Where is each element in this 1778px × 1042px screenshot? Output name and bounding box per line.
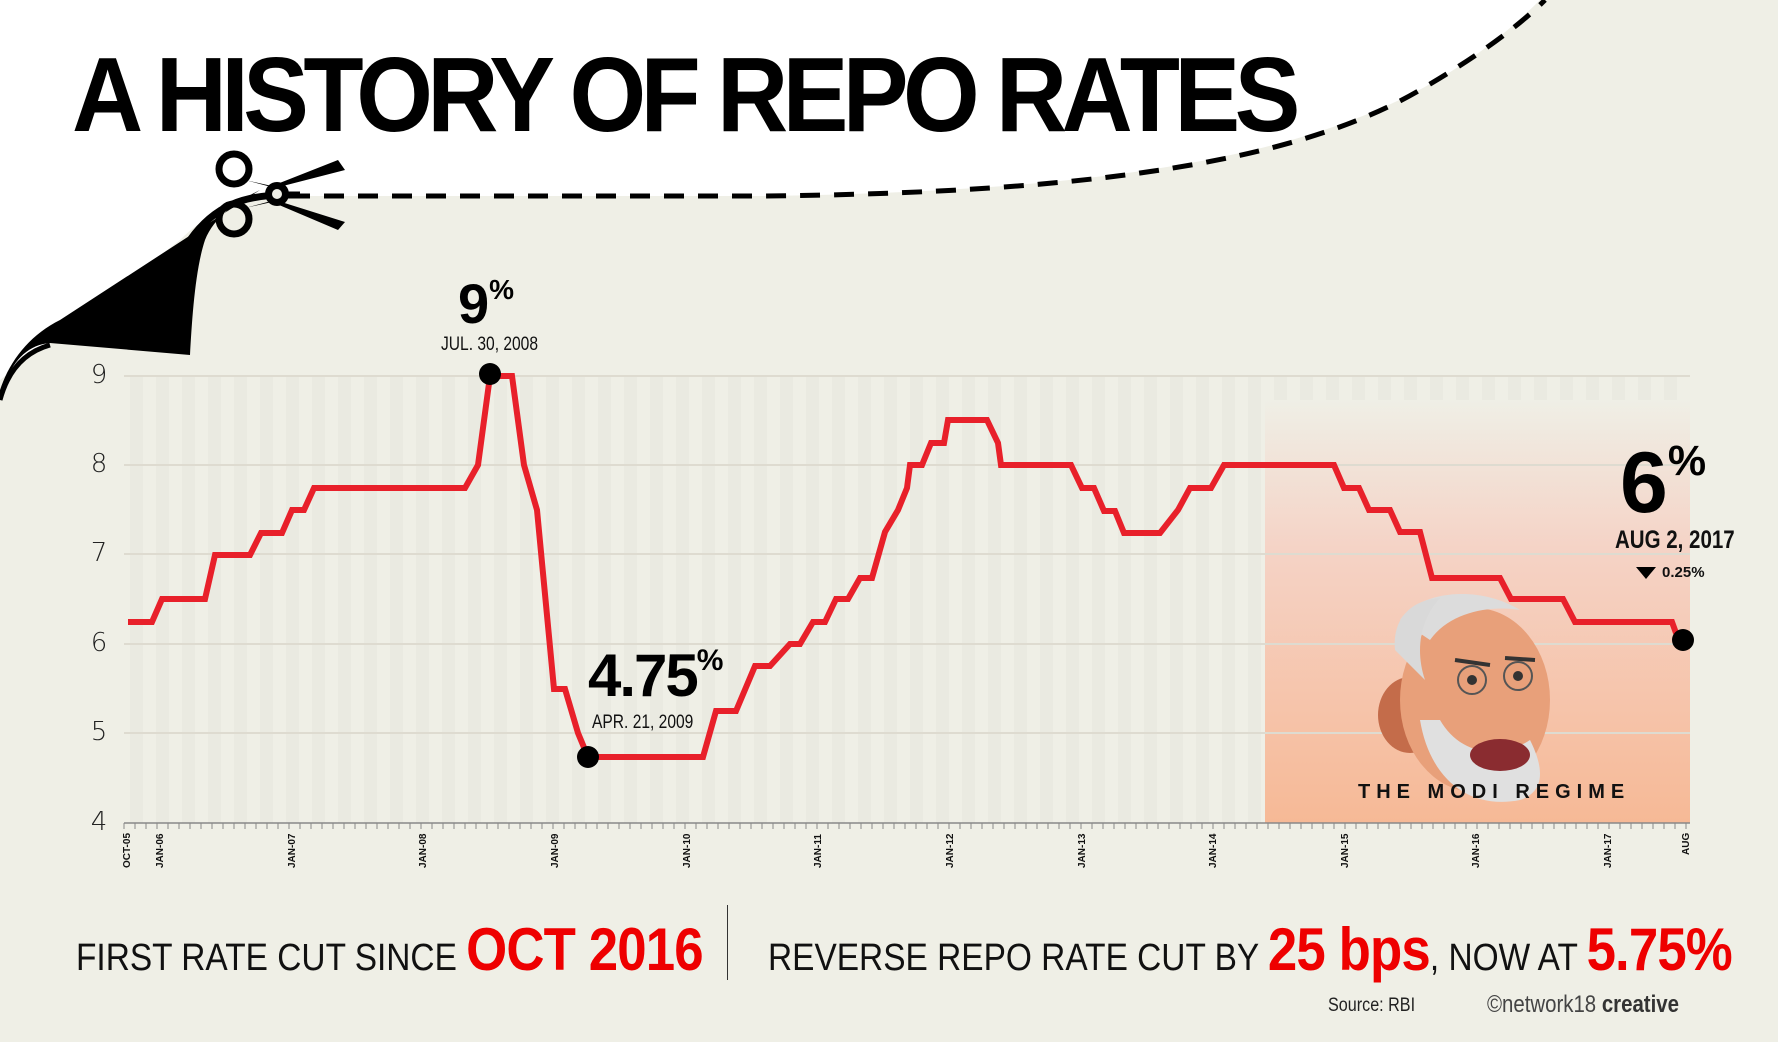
modi-regime-label: THE MODI REGIME xyxy=(1358,781,1631,803)
peak-unit: % xyxy=(489,274,515,305)
statement-highlight: OCT 2016 xyxy=(466,916,703,983)
rate-change: 0.25% xyxy=(1636,564,1705,581)
source-note: Source: RBI xyxy=(1328,995,1416,1016)
cut-line xyxy=(290,0,1547,199)
scissors-icon xyxy=(215,150,345,238)
statement-highlight: 25 bps xyxy=(1267,916,1431,983)
y-tick-label: 7 xyxy=(90,538,108,568)
current-callout: 6% xyxy=(1620,437,1707,527)
statement-highlight: 5.75% xyxy=(1586,916,1733,983)
y-tick-label: 4 xyxy=(90,807,108,837)
x-tick-label: JAN-14 xyxy=(1208,833,1219,868)
rate-change-value: 0.25% xyxy=(1662,564,1705,581)
y-tick-label: 5 xyxy=(90,717,108,747)
x-tick-label: OCT-05 xyxy=(122,832,133,868)
x-tick-label: JAN-13 xyxy=(1077,833,1088,868)
credit: ©network18 creative xyxy=(1487,991,1679,1019)
low-value: 4.75 xyxy=(588,642,699,709)
reverse-repo-statement: REVERSE REPO RATE CUT BY 25 bps, NOW AT … xyxy=(768,915,1733,984)
x-tick-label: JAN-17 xyxy=(1603,833,1614,868)
x-tick-label: JAN-07 xyxy=(287,833,298,868)
low-point xyxy=(577,746,599,768)
repo-rate-line xyxy=(128,373,1683,760)
y-tick-label: 9 xyxy=(90,360,108,390)
current-unit: % xyxy=(1667,437,1707,485)
low-unit: % xyxy=(696,644,724,677)
peak-callout: 9% xyxy=(458,276,514,332)
y-tick-label: 6 xyxy=(90,628,108,658)
low-date: APR. 21, 2009 xyxy=(592,712,694,733)
modi-caricature-illustration xyxy=(1378,593,1550,802)
credit-bold: creative xyxy=(1601,991,1679,1018)
peak-date: JUL. 30, 2008 xyxy=(441,334,539,355)
statement-text: , NOW AT xyxy=(1429,937,1587,979)
first-rate-cut-statement: FIRST RATE CUT SINCE OCT 2016 xyxy=(76,915,704,984)
statement-text: FIRST RATE CUT SINCE xyxy=(76,937,467,979)
x-tick-label: JAN-06 xyxy=(155,833,166,868)
credit-prefix: ©network18 xyxy=(1487,991,1602,1018)
peak-point xyxy=(479,363,501,385)
low-callout: 4.75% xyxy=(588,644,724,706)
y-tick-label: 8 xyxy=(90,449,108,479)
divider xyxy=(727,905,728,980)
x-tick-label: JAN-15 xyxy=(1340,833,1351,868)
x-tick-label: JAN-09 xyxy=(550,833,561,868)
peak-value: 9 xyxy=(458,272,490,335)
x-tick-label: AUG xyxy=(1681,832,1692,855)
header-white-area xyxy=(0,0,1540,380)
current-point xyxy=(1672,629,1694,651)
x-tick-label: JAN-10 xyxy=(682,833,693,868)
x-tick-label: JAN-08 xyxy=(418,833,429,868)
x-tick-label: JAN-12 xyxy=(945,833,956,868)
current-date: AUG 2, 2017 xyxy=(1615,526,1735,554)
down-triangle-icon xyxy=(1636,567,1656,580)
x-tick-label: JAN-11 xyxy=(813,834,824,868)
page-title: A HISTORY OF REPO RATES xyxy=(72,36,1300,154)
x-tick-label: JAN-16 xyxy=(1471,833,1482,868)
statement-text: REVERSE REPO RATE CUT BY xyxy=(768,937,1268,979)
current-value: 6 xyxy=(1620,435,1668,531)
